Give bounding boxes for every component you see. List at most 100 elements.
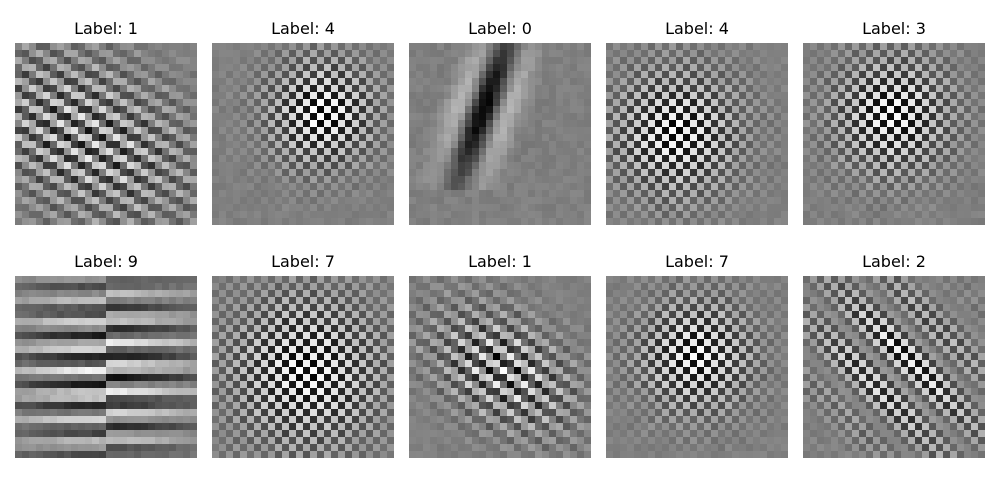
pixel-cell xyxy=(22,416,30,424)
pixel-cell xyxy=(437,71,445,79)
pixel-cell xyxy=(317,197,325,205)
pixel-cell xyxy=(148,148,156,156)
pixel-cell xyxy=(275,388,283,396)
pixel-cell xyxy=(416,162,424,170)
pixel-cell xyxy=(29,169,37,177)
pixel-cell xyxy=(240,218,248,225)
pixel-cell xyxy=(345,360,353,368)
pixel-cell xyxy=(43,113,51,121)
pixel-cell xyxy=(338,353,346,361)
pixel-cell xyxy=(556,290,564,298)
pixel-cell xyxy=(423,283,431,291)
pixel-cell xyxy=(880,85,888,93)
pixel-cell xyxy=(233,183,241,191)
pixel-cell xyxy=(113,92,121,100)
pixel-cell xyxy=(676,106,684,114)
pixel-cell xyxy=(85,204,93,212)
pixel-cell xyxy=(704,169,712,177)
pixel-cell xyxy=(36,169,44,177)
pixel-cell xyxy=(183,430,191,438)
pixel-cell xyxy=(15,423,23,431)
pixel-cell xyxy=(697,134,705,142)
pixel-cell xyxy=(725,162,733,170)
pixel-cell xyxy=(781,211,788,219)
pixel-cell xyxy=(936,127,944,135)
pixel-cell xyxy=(64,155,72,163)
pixel-cell xyxy=(486,141,494,149)
pixel-cell xyxy=(155,169,163,177)
pixel-cell xyxy=(387,190,394,198)
pixel-cell xyxy=(514,183,522,191)
pixel-cell xyxy=(430,197,438,205)
pixel-cell xyxy=(261,141,269,149)
pixel-cell xyxy=(212,211,220,219)
pixel-cell xyxy=(683,43,691,51)
pixel-cell xyxy=(331,283,339,291)
pixel-cell xyxy=(85,297,93,305)
pixel-cell xyxy=(127,283,135,291)
pixel-cell xyxy=(282,197,290,205)
pixel-cell xyxy=(437,106,445,114)
pixel-cell xyxy=(219,127,227,135)
pixel-cell xyxy=(683,50,691,58)
pixel-cell xyxy=(22,78,30,86)
pixel-cell xyxy=(106,64,114,72)
pixel-cell xyxy=(760,211,768,219)
pixel-cell xyxy=(753,99,761,107)
pixel-cell xyxy=(577,283,585,291)
pixel-cell xyxy=(746,113,754,121)
pixel-cell xyxy=(627,183,635,191)
pixel-cell xyxy=(380,388,388,396)
pixel-cell xyxy=(753,92,761,100)
pixel-cell xyxy=(465,92,473,100)
pixel-cell xyxy=(366,332,374,340)
pixel-cell xyxy=(247,141,255,149)
pixel-cell xyxy=(106,120,114,128)
pixel-cell xyxy=(254,64,262,72)
pixel-cell xyxy=(444,106,452,114)
pixel-cell xyxy=(212,346,220,354)
pixel-cell xyxy=(120,290,128,298)
pixel-cell xyxy=(718,148,726,156)
pixel-cell xyxy=(183,297,191,305)
pixel-cell xyxy=(169,416,177,424)
pixel-cell xyxy=(810,176,818,184)
pixel-cell xyxy=(106,99,114,107)
pixel-cell xyxy=(929,218,937,225)
pixel-cell xyxy=(233,64,241,72)
pixel-cell xyxy=(85,141,93,149)
pixel-cell xyxy=(127,346,135,354)
pixel-cell xyxy=(584,290,591,298)
pixel-cell xyxy=(289,318,297,326)
pixel-cell xyxy=(71,57,79,65)
pixel-cell xyxy=(282,218,290,225)
pixel-cell xyxy=(781,127,788,135)
pixel-cell xyxy=(190,183,197,191)
pixel-cell xyxy=(535,50,543,58)
pixel-cell xyxy=(254,297,262,305)
pixel-cell xyxy=(29,50,37,58)
pixel-cell xyxy=(936,71,944,79)
pixel-cell xyxy=(528,311,536,319)
pixel-cell xyxy=(535,297,543,305)
pixel-cell xyxy=(331,120,339,128)
pixel-cell xyxy=(162,381,170,389)
pixel-cell xyxy=(78,43,86,51)
pixel-cell xyxy=(978,64,985,72)
pixel-cell xyxy=(106,444,114,452)
pixel-cell xyxy=(908,155,916,163)
pixel-cell xyxy=(71,360,79,368)
pixel-cell xyxy=(43,311,51,319)
pixel-cell xyxy=(725,120,733,128)
pixel-cell xyxy=(310,64,318,72)
pixel-cell xyxy=(162,134,170,142)
pixel-cell xyxy=(345,57,353,65)
pixel-cell xyxy=(275,430,283,438)
pixel-cell xyxy=(739,204,747,212)
pixel-cell xyxy=(247,290,255,298)
pixel-cell xyxy=(155,304,163,312)
pixel-cell xyxy=(289,402,297,410)
pixel-cell xyxy=(725,92,733,100)
pixel-cell xyxy=(268,197,276,205)
pixel-cell xyxy=(978,113,985,121)
